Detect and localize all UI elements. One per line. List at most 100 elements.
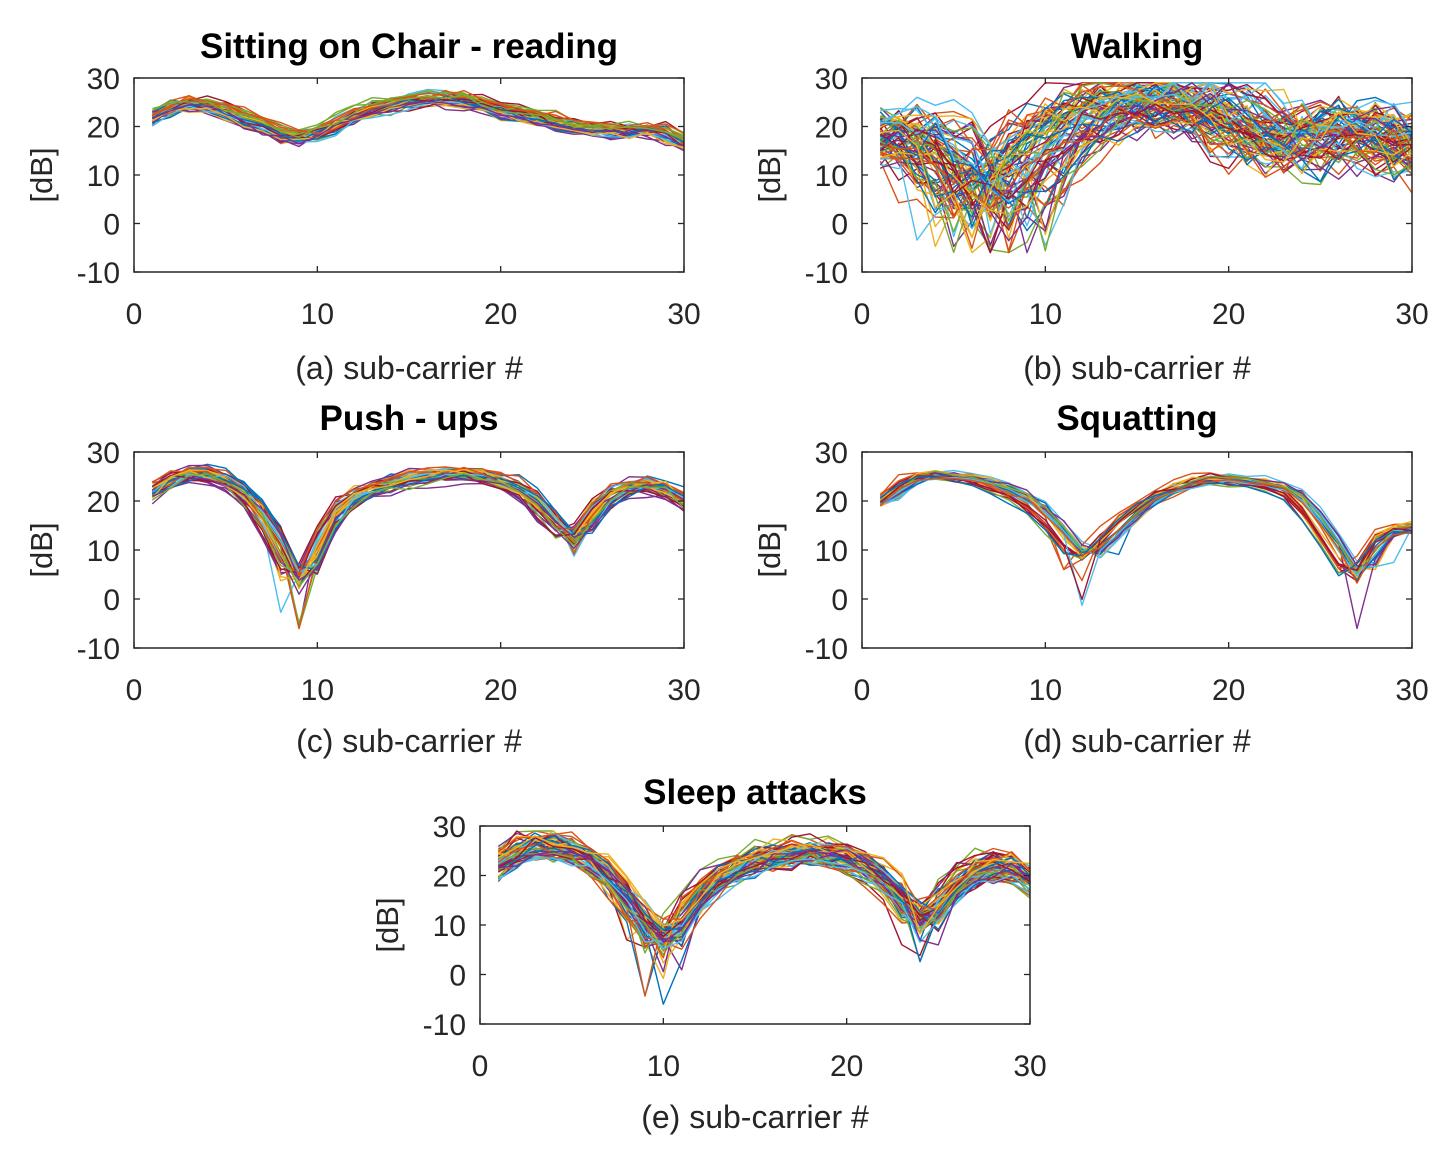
series-line: [151, 469, 684, 585]
x-axis-label: (c) sub-carrier #: [296, 723, 522, 759]
series-line: [498, 834, 1030, 931]
series-line: [151, 474, 684, 574]
y-tick-label: -10: [423, 1009, 466, 1042]
y-tick-label: 10: [815, 160, 848, 193]
x-axis-label: (e) sub-carrier #: [641, 1099, 869, 1135]
series-line: [151, 93, 684, 141]
x-tick-label: 10: [1029, 298, 1062, 331]
series-line: [497, 856, 1030, 949]
y-axis-label: [dB]: [752, 522, 787, 577]
x-tick-label: 0: [472, 1050, 489, 1083]
y-tick-label: 0: [831, 584, 848, 617]
y-tick-label: 30: [87, 437, 120, 470]
y-tick-label: 30: [87, 63, 120, 96]
series-group: [151, 88, 684, 152]
series-line: [152, 475, 684, 581]
y-tick-label: -10: [77, 257, 120, 290]
series-line: [879, 97, 1412, 252]
x-tick-label: 0: [854, 298, 871, 331]
series-line: [151, 472, 684, 588]
series-group: [879, 82, 1412, 254]
series-line: [152, 89, 684, 135]
x-axis-label: (a) sub-carrier #: [295, 350, 523, 386]
y-tick-label: 0: [449, 960, 466, 993]
y-tick-label: -10: [805, 633, 848, 666]
series-line: [880, 105, 1412, 216]
y-tick-label: 10: [87, 160, 120, 193]
panel-title: Push - ups: [320, 399, 499, 438]
series-line: [879, 103, 1412, 200]
y-tick-label: 20: [433, 861, 466, 894]
series-line: [880, 93, 1412, 238]
y-axis-label: [dB]: [24, 147, 59, 202]
series-line: [498, 849, 1030, 946]
x-tick-label: 30: [1013, 1050, 1046, 1083]
x-tick-label: 10: [301, 298, 334, 331]
panel-title: Squatting: [1056, 399, 1217, 438]
series-line: [880, 84, 1412, 203]
y-tick-label: 10: [87, 535, 120, 568]
series-line: [880, 113, 1412, 215]
x-axis-label: (d) sub-carrier #: [1023, 723, 1251, 759]
x-tick-label: 30: [1395, 298, 1428, 331]
x-tick-label: 0: [854, 674, 871, 707]
x-axis-label: (b) sub-carrier #: [1023, 350, 1251, 386]
series-line: [152, 89, 684, 139]
panel-title: Sitting on Chair - reading: [200, 27, 618, 66]
series-line: [152, 474, 684, 571]
x-tick-label: 0: [126, 298, 143, 331]
x-tick-label: 30: [667, 298, 700, 331]
series-line: [151, 472, 684, 583]
plot-area: [862, 452, 1412, 648]
y-tick-label: 30: [815, 437, 848, 470]
x-tick-label: 30: [667, 674, 700, 707]
y-axis-label: [dB]: [24, 522, 59, 577]
y-axis-label: [dB]: [752, 147, 787, 202]
y-tick-label: 20: [815, 112, 848, 145]
x-tick-label: 20: [1212, 298, 1245, 331]
y-tick-label: 30: [815, 63, 848, 96]
panel-title: Sleep attacks: [643, 773, 867, 812]
y-tick-label: 0: [831, 209, 848, 242]
x-tick-label: 20: [484, 298, 517, 331]
series-line: [152, 95, 684, 144]
x-tick-label: 20: [830, 1050, 863, 1083]
x-tick-label: 30: [1395, 674, 1428, 707]
x-tick-label: 10: [1029, 674, 1062, 707]
y-tick-label: 0: [103, 584, 120, 617]
series-line: [879, 477, 1412, 584]
y-tick-label: -10: [805, 257, 848, 290]
x-tick-label: 10: [301, 674, 334, 707]
series-line: [879, 470, 1412, 573]
x-tick-label: 20: [484, 674, 517, 707]
y-tick-label: 20: [87, 486, 120, 519]
y-tick-label: -10: [77, 633, 120, 666]
panel-title: Walking: [1071, 27, 1204, 66]
series-group: [879, 469, 1412, 630]
x-tick-label: 0: [126, 674, 143, 707]
series-line: [879, 97, 1412, 205]
series-line: [880, 82, 1412, 218]
series-line: [497, 835, 1030, 935]
y-tick-label: 10: [815, 535, 848, 568]
y-tick-label: 20: [87, 112, 120, 145]
series-group: [497, 830, 1030, 1005]
y-tick-label: 10: [433, 910, 466, 943]
series-line: [879, 475, 1412, 577]
y-tick-label: 0: [103, 209, 120, 242]
series-line: [152, 100, 684, 147]
series-group: [151, 463, 684, 630]
y-axis-label: [dB]: [370, 897, 405, 952]
x-tick-label: 10: [647, 1050, 680, 1083]
y-tick-label: 20: [815, 486, 848, 519]
y-tick-label: 30: [433, 811, 466, 844]
series-line: [497, 831, 1030, 920]
x-tick-label: 20: [1212, 674, 1245, 707]
series-line: [880, 84, 1412, 195]
